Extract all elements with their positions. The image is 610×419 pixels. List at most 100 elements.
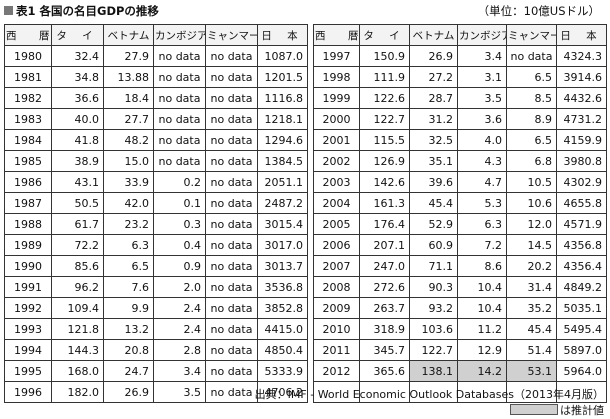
table-row: 1993 121.8 13.2 2.4 no data 4415.0 xyxy=(4,318,308,340)
cell-year: 1994 xyxy=(4,339,52,361)
table-row: 1992 109.4 9.9 2.4 no data 3852.8 xyxy=(4,297,308,319)
cell-cambodia: 3.5 xyxy=(457,87,507,109)
cell-cambodia: 0.4 xyxy=(153,234,206,256)
table-row: 2002 126.9 35.1 4.3 6.8 3980.8 xyxy=(313,150,607,172)
cell-cambodia: 3.1 xyxy=(457,66,507,88)
table-row: 1983 40.0 27.7 no data no data 1218.1 xyxy=(4,108,308,130)
cell-myanmar: 6.8 xyxy=(506,150,557,172)
table-title: 表1 各国の名目GDPの推移 xyxy=(4,3,159,19)
table-row: 1981 34.8 13.88 no data no data 1201.5 xyxy=(4,66,308,88)
cell-thailand: 41.8 xyxy=(51,129,104,151)
cell-japan: 3013.7 xyxy=(257,255,308,277)
table-row: 2005 176.4 52.9 6.3 12.0 4571.9 xyxy=(313,213,607,235)
cell-year: 1991 xyxy=(4,276,52,298)
cell-vietnam: 71.1 xyxy=(409,255,458,277)
cell-vietnam: 27.9 xyxy=(103,45,154,67)
cell-vietnam: 6.5 xyxy=(103,255,154,277)
cell-japan: 3017.0 xyxy=(257,234,308,256)
header-cambodia: カンボジア xyxy=(153,24,206,46)
table-title-text: 表1 各国の名目GDPの推移 xyxy=(16,4,159,18)
cell-myanmar: 8.9 xyxy=(506,108,557,130)
cell-thailand: 247.0 xyxy=(359,255,410,277)
table-row: 1995 168.0 24.7 3.4 no data 5333.9 xyxy=(4,360,308,382)
cell-vietnam: 35.1 xyxy=(409,150,458,172)
cell-year: 1982 xyxy=(4,87,52,109)
cell-thailand: 40.0 xyxy=(51,108,104,130)
cell-cambodia: 3.4 xyxy=(153,360,206,382)
cell-thailand: 38.9 xyxy=(51,150,104,172)
cell-year: 1990 xyxy=(4,255,52,277)
cell-year: 1981 xyxy=(4,66,52,88)
cell-thailand: 318.9 xyxy=(359,318,410,340)
cell-cambodia: 3.4 xyxy=(457,45,507,67)
cell-vietnam: 60.9 xyxy=(409,234,458,256)
cell-thailand: 168.0 xyxy=(51,360,104,382)
cell-thailand: 32.4 xyxy=(51,45,104,67)
table-row: 1986 43.1 33.9 0.2 no data 2051.1 xyxy=(4,171,308,193)
header-myanmar: ミャンマー xyxy=(506,24,557,46)
cell-japan: 2051.1 xyxy=(257,171,308,193)
cell-vietnam: 26.9 xyxy=(103,381,154,403)
cell-vietnam: 18.4 xyxy=(103,87,154,109)
table-row: 2004 161.3 45.4 5.3 10.6 4655.8 xyxy=(313,192,607,214)
cell-vietnam: 39.6 xyxy=(409,171,458,193)
cell-cambodia: 3.6 xyxy=(457,108,507,130)
cell-japan: 1116.8 xyxy=(257,87,308,109)
cell-vietnam: 32.5 xyxy=(409,129,458,151)
cell-myanmar: 31.4 xyxy=(506,276,557,298)
cell-myanmar: 45.4 xyxy=(506,318,557,340)
cell-japan: 4571.9 xyxy=(556,213,607,235)
cell-vietnam: 48.2 xyxy=(103,129,154,151)
table-row: 2010 318.9 103.6 11.2 45.4 5495.4 xyxy=(313,318,607,340)
empty-cell xyxy=(556,381,607,403)
cell-cambodia: 2.8 xyxy=(153,339,206,361)
estimate-legend-text: は推計値 xyxy=(560,404,604,417)
cell-thailand: 207.1 xyxy=(359,234,410,256)
cell-japan: 4655.8 xyxy=(556,192,607,214)
table-row: 2012 365.6 138.1 14.2 53.1 5964.0 xyxy=(313,360,607,382)
cell-year: 2005 xyxy=(313,213,360,235)
cell-cambodia: 4.0 xyxy=(457,129,507,151)
cell-thailand: 115.5 xyxy=(359,129,410,151)
cell-myanmar: no data xyxy=(205,255,258,277)
cell-cambodia: 0.9 xyxy=(153,255,206,277)
cell-japan: 3852.8 xyxy=(257,297,308,319)
cell-vietnam: 122.7 xyxy=(409,339,458,361)
gdp-table-left: 西 暦 タ イ ベトナム カンボジア ミャンマー 日 本 1980 32.4 27.… xyxy=(4,24,308,403)
cell-myanmar: 6.5 xyxy=(506,129,557,151)
cell-myanmar: 35.2 xyxy=(506,297,557,319)
cell-vietnam: 27.7 xyxy=(103,108,154,130)
cell-year: 2001 xyxy=(313,129,360,151)
cell-myanmar: no data xyxy=(205,108,258,130)
gdp-table-right: 西 暦 タ イ ベトナム カンボジア ミャンマー 日 本 1997150.926… xyxy=(313,24,607,403)
cell-japan: 5964.0 xyxy=(556,360,607,382)
cell-japan: 5035.1 xyxy=(556,297,607,319)
cell-myanmar: no data xyxy=(205,66,258,88)
cell-japan: 4731.2 xyxy=(556,108,607,130)
cell-vietnam: 26.9 xyxy=(409,45,458,67)
cell-vietnam: 15.0 xyxy=(103,150,154,172)
cell-japan: 3536.8 xyxy=(257,276,308,298)
cell-cambodia: 7.2 xyxy=(457,234,507,256)
cell-japan: 4849.2 xyxy=(556,276,607,298)
cell-japan: 3980.8 xyxy=(556,150,607,172)
table-row: 1996 182.0 26.9 3.5 no data 4706.2 xyxy=(4,381,308,403)
cell-myanmar: no data xyxy=(205,213,258,235)
cell-myanmar: 12.0 xyxy=(506,213,557,235)
cell-myanmar: 20.2 xyxy=(506,255,557,277)
cell-year: 1983 xyxy=(4,108,52,130)
cell-year: 2007 xyxy=(313,255,360,277)
cell-cambodia: 12.9 xyxy=(457,339,507,361)
cell-cambodia: 6.3 xyxy=(457,213,507,235)
empty-row xyxy=(313,381,607,403)
cell-thailand: 345.7 xyxy=(359,339,410,361)
table-row: 1994 144.3 20.8 2.8 no data 4850.4 xyxy=(4,339,308,361)
cell-vietnam: 27.2 xyxy=(409,66,458,88)
table-row: 2001 115.5 32.5 4.0 6.5 4159.9 xyxy=(313,129,607,151)
cell-year: 2004 xyxy=(313,192,360,214)
cell-year: 1987 xyxy=(4,192,52,214)
cell-myanmar: 10.6 xyxy=(506,192,557,214)
cell-vietnam: 45.4 xyxy=(409,192,458,214)
cell-thailand: 72.2 xyxy=(51,234,104,256)
cell-japan: 4159.9 xyxy=(556,129,607,151)
